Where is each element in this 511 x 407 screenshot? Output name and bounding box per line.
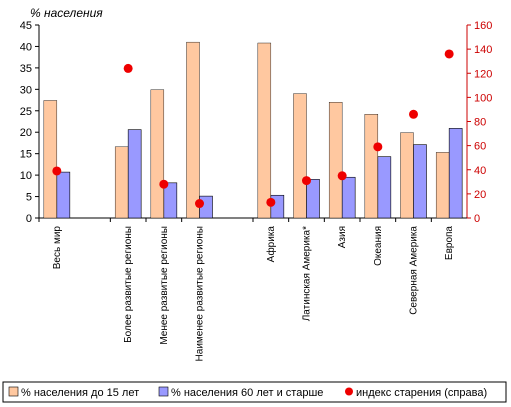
category-label: Более развитые регионы: [123, 226, 134, 343]
y-left-tick-label: 5: [26, 192, 32, 204]
category-label: Азия: [337, 226, 348, 248]
aging-index-point: [302, 176, 311, 186]
aging-index-point: [337, 171, 347, 181]
bar-under-15: [400, 132, 414, 219]
aging-index-point: [444, 49, 454, 59]
category-label: Менее развитые регионы: [159, 226, 170, 345]
y-left-tick-label: 40: [20, 41, 32, 53]
aging-index-point: [409, 109, 418, 119]
bars: [43, 41, 463, 219]
y-right-tick-label: 20: [474, 189, 486, 201]
category-label: Африка: [265, 226, 277, 263]
legend: % населения до 15 лет % населения 60 лет…: [2, 381, 507, 403]
y-left-tick-label: 0: [26, 213, 32, 225]
category-label: Латинская Америка*: [302, 226, 313, 321]
category-label: Европа: [444, 226, 455, 261]
y-right-tick-label: 0: [474, 213, 480, 225]
y-right-tick-label: 40: [474, 165, 486, 177]
aging-index-point: [373, 142, 383, 152]
bar-under-15: [150, 89, 165, 219]
y-left-tick-label: 45: [20, 20, 32, 32]
y-left-tick-label: 10: [20, 170, 32, 182]
category-label: Весь мир: [52, 226, 63, 270]
bar-60-plus: [127, 129, 142, 219]
category-labels: Весь мир Более развитые регионы Менее разв…: [52, 226, 455, 362]
legend-label-aging-index: индекс старения (справа): [356, 387, 487, 399]
bar-under-15: [43, 100, 58, 219]
y-right-tick-label: 140: [474, 44, 492, 56]
y-right-tick-label: 80: [474, 117, 486, 129]
y-left-tick-label: 15: [20, 149, 32, 161]
legend-label-60-plus: % населения 60 лет и старше: [171, 387, 323, 399]
bar-under-15: [257, 42, 272, 219]
y-left-tick-label: 20: [20, 127, 32, 139]
aging-index-point: [123, 63, 133, 73]
bar-60-plus: [413, 144, 427, 219]
legend-frame: [2, 381, 507, 403]
points: [52, 49, 454, 209]
y-right-tick-label: 160: [474, 20, 492, 32]
aging-index-point: [159, 179, 169, 189]
legend-swatch-under-15: [8, 386, 19, 397]
aging-index-point: [195, 199, 204, 209]
bar-60-plus: [163, 182, 178, 219]
bar-60-plus: [377, 156, 392, 219]
axes: 0 5 10 15 20 25 30 35 40 45 0 20 40 60 80 100 120 140 160: [20, 20, 493, 225]
y-right-tick-label: 100: [474, 92, 492, 104]
bar-under-15: [293, 93, 307, 219]
bar-under-15: [186, 41, 200, 219]
bar-under-15: [328, 101, 343, 219]
legend-label-under-15: % населения до 15 лет: [21, 387, 139, 399]
y-axis-left-label: % населения: [30, 6, 103, 20]
bar-under-15: [114, 146, 129, 219]
bar-60-plus: [56, 171, 71, 219]
category-label: Северная Америка: [409, 226, 420, 315]
bar-60-plus: [448, 128, 463, 219]
bar-60-plus: [341, 176, 356, 219]
bar-under-15: [364, 114, 379, 219]
category-label: Наименее развитые регионы: [195, 226, 206, 361]
bar-under-15: [435, 152, 450, 219]
y-right-tick-label: 60: [474, 141, 486, 153]
legend-marker-aging-index: [345, 387, 353, 396]
aging-index-point: [266, 197, 276, 207]
y-left-tick-label: 30: [20, 84, 32, 96]
y-left-tick-label: 25: [20, 106, 32, 118]
category-label: Океания: [373, 226, 384, 266]
aging-index-point: [52, 166, 62, 176]
bar-60-plus: [306, 179, 320, 219]
y-right-tick-label: 120: [474, 68, 492, 80]
legend-swatch-60-plus: [158, 386, 169, 397]
y-left-tick-label: 35: [20, 63, 32, 75]
